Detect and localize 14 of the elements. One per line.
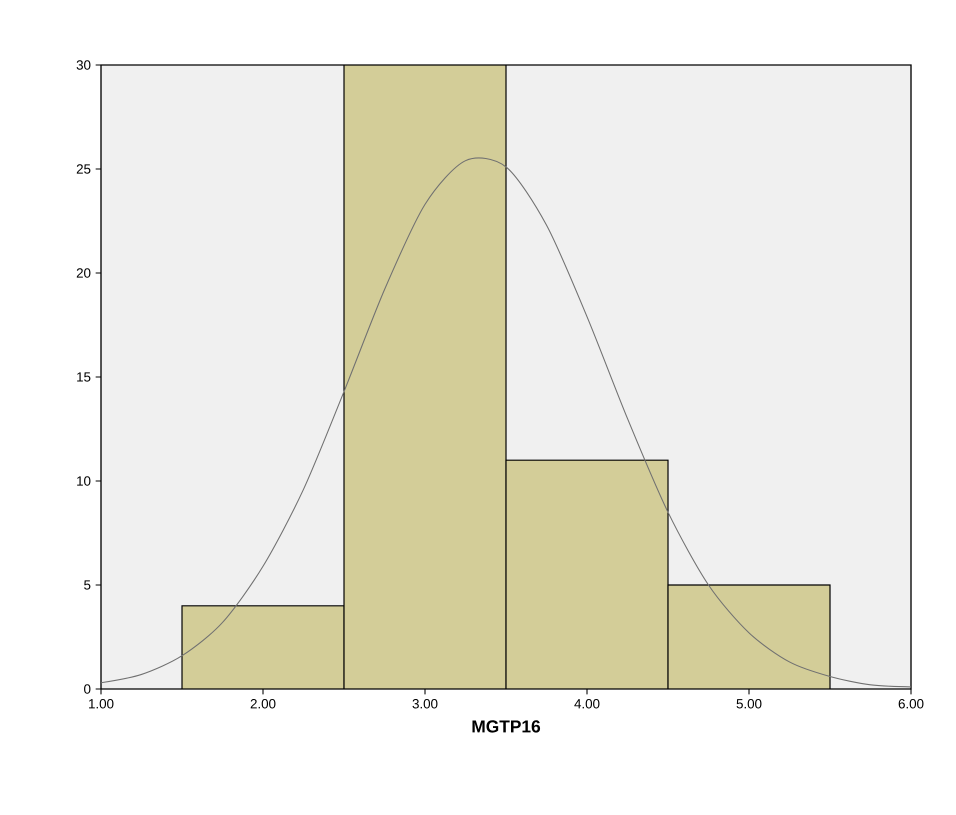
x-tick-label: 6.00: [898, 699, 924, 708]
y-tick-label: 20: [76, 268, 90, 278]
y-tick-label: 0: [84, 684, 90, 694]
x-tick-label: 1.00: [89, 699, 114, 708]
y-tick-label: 25: [76, 164, 90, 174]
y-tick-label: 30: [76, 60, 90, 70]
x-tick-label: 3.00: [412, 699, 438, 708]
x-tick-label: 4.00: [574, 699, 600, 708]
x-axis-title: MGTP16: [472, 720, 540, 733]
y-tick-label: 15: [77, 372, 90, 382]
y-tick-label: 10: [77, 476, 90, 486]
x-tick-label: 5.00: [736, 699, 762, 708]
y-tick-label: 5: [84, 580, 90, 590]
x-tick-label: 2.00: [250, 699, 276, 708]
